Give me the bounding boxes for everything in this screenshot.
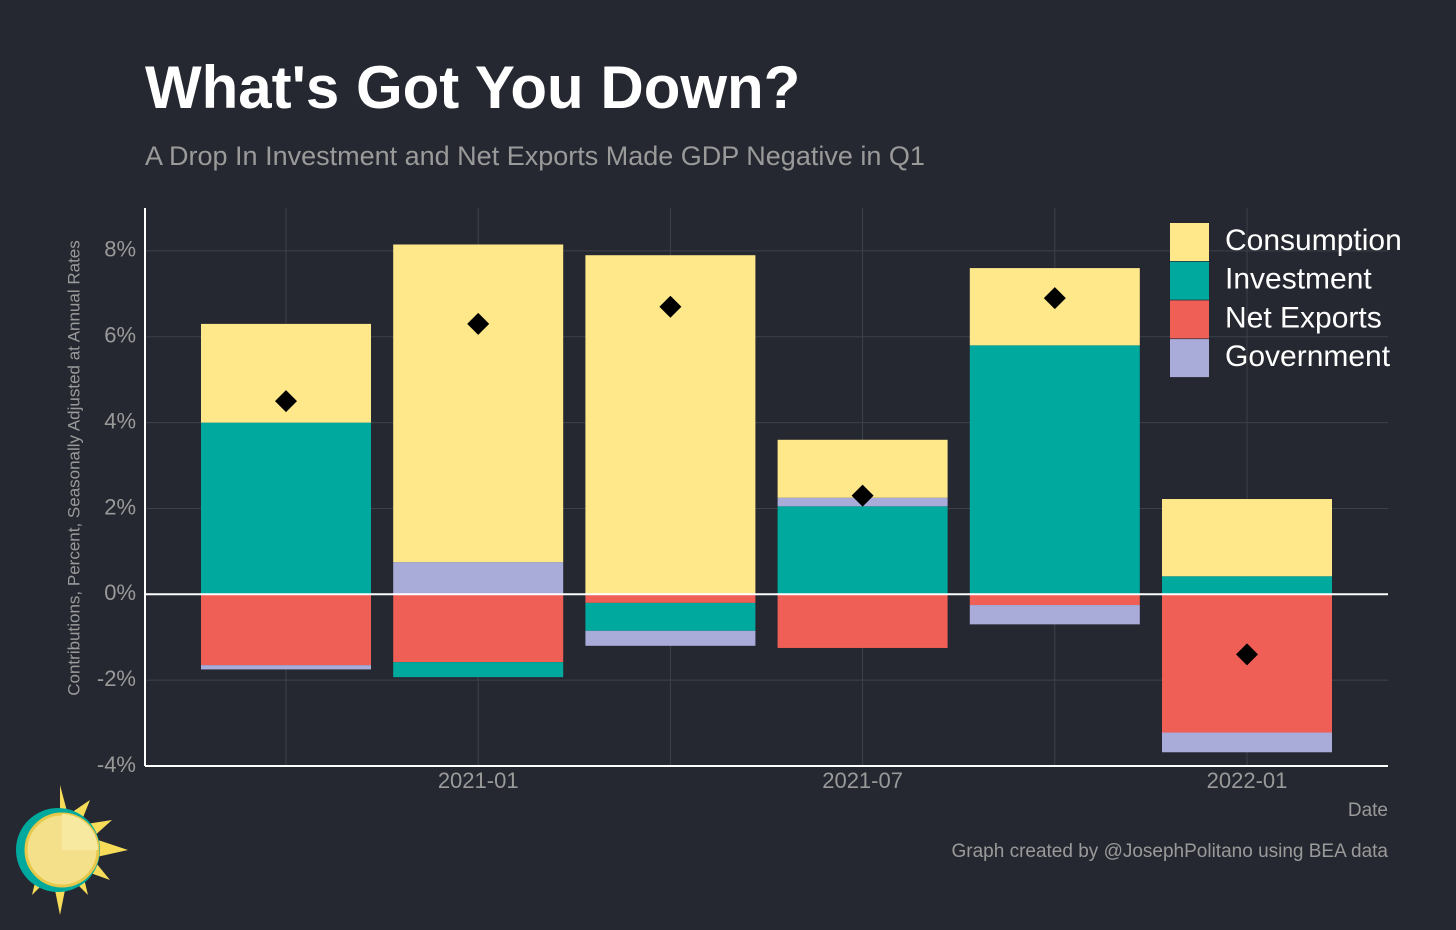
y-tick-label: 6% [104, 323, 136, 348]
x-tick-label: 2021-07 [822, 768, 903, 793]
legend-swatch [1170, 300, 1209, 339]
x-axis-label: Date [1348, 800, 1388, 821]
bar-segment [777, 506, 948, 595]
bar-segment [201, 594, 371, 666]
bar-segment [585, 630, 756, 646]
total-marker [659, 295, 682, 318]
y-tick-label: -2% [97, 666, 136, 691]
bar-segment [393, 662, 564, 678]
bar-segment [585, 602, 756, 631]
bar-segment [969, 594, 1140, 606]
bar-segment [1162, 499, 1332, 577]
x-tick-label: 2021-01 [438, 768, 519, 793]
total-marker [467, 312, 490, 335]
caption: Graph created by @JosephPolitano using B… [951, 841, 1388, 862]
legend-swatch [1170, 261, 1209, 300]
logo [16, 785, 128, 915]
bar-segment [585, 594, 756, 603]
y-tick-label: 2% [104, 494, 136, 519]
bar-segment [1162, 576, 1332, 595]
y-tick-label: 8% [104, 237, 136, 262]
total-marker [851, 484, 874, 507]
bar-segment [969, 345, 1140, 595]
total-marker [275, 390, 297, 413]
plot: -4% -2% 0% 2% 4% 6% 8% 2021-01 2021-07 2022-01 Con… [97, 208, 1402, 793]
y-tick-label: 4% [104, 408, 136, 433]
legend-swatch [1170, 223, 1209, 261]
total-marker [1236, 643, 1258, 666]
legend-label: Net Exports [1225, 301, 1382, 334]
bar-segment [393, 594, 564, 663]
legend-swatch [1170, 339, 1209, 378]
y-tick-label: 0% [104, 580, 136, 605]
bar-segment [777, 594, 948, 648]
bar-segment [1162, 732, 1332, 753]
total-marker [1043, 287, 1066, 310]
y-axis-label: Contributions, Percent, Seasonally Adjus… [64, 240, 83, 696]
bar-segment [201, 422, 371, 595]
legend-label: Government [1225, 340, 1391, 373]
legend-label: Investment [1225, 263, 1372, 296]
chart-title: What's Got You Down? [145, 54, 800, 121]
bar-segment [393, 244, 564, 563]
legend-label: Consumption [1225, 224, 1402, 257]
bar-segment [969, 605, 1140, 625]
chart-subtitle: A Drop In Investment and Net Exports Mad… [145, 141, 925, 171]
bar-segment [201, 665, 371, 670]
y-tick-label: -4% [97, 752, 136, 777]
bar-segment [393, 562, 564, 595]
x-tick-label: 2022-01 [1207, 768, 1288, 793]
